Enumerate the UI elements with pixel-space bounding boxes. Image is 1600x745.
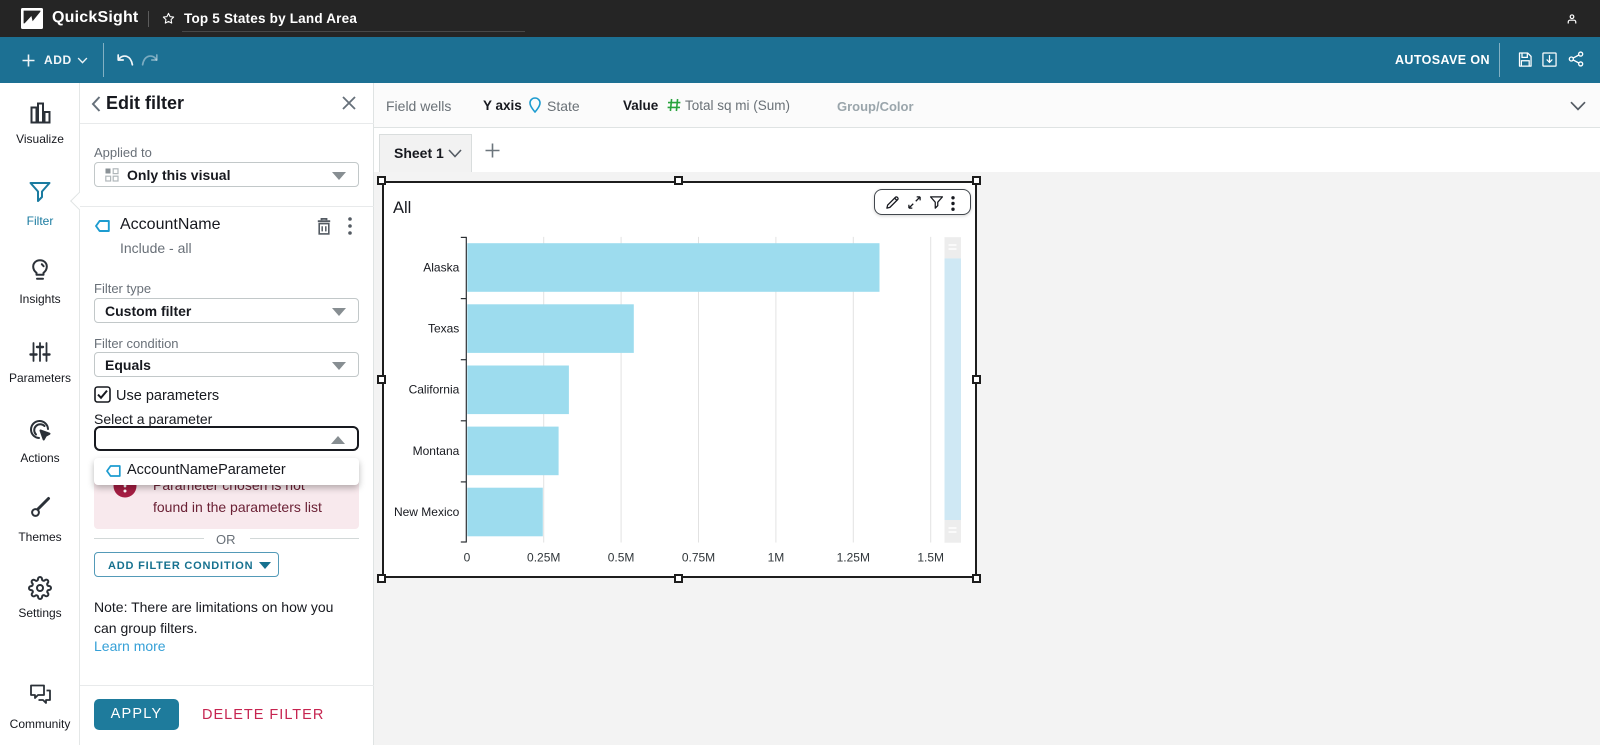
svg-text:1.5M: 1.5M (917, 551, 944, 565)
svg-text:Texas: Texas (428, 322, 459, 336)
svg-text:New Mexico: New Mexico (394, 505, 460, 519)
svg-text:Montana: Montana (413, 444, 460, 458)
svg-text:1M: 1M (768, 551, 785, 565)
svg-text:0.25M: 0.25M (527, 551, 560, 565)
svg-text:0.5M: 0.5M (608, 551, 635, 565)
svg-text:1.25M: 1.25M (837, 551, 870, 565)
svg-text:California: California (409, 383, 460, 397)
svg-text:Alaska: Alaska (423, 261, 459, 275)
svg-text:0: 0 (464, 551, 471, 565)
svg-text:0.75M: 0.75M (682, 551, 715, 565)
